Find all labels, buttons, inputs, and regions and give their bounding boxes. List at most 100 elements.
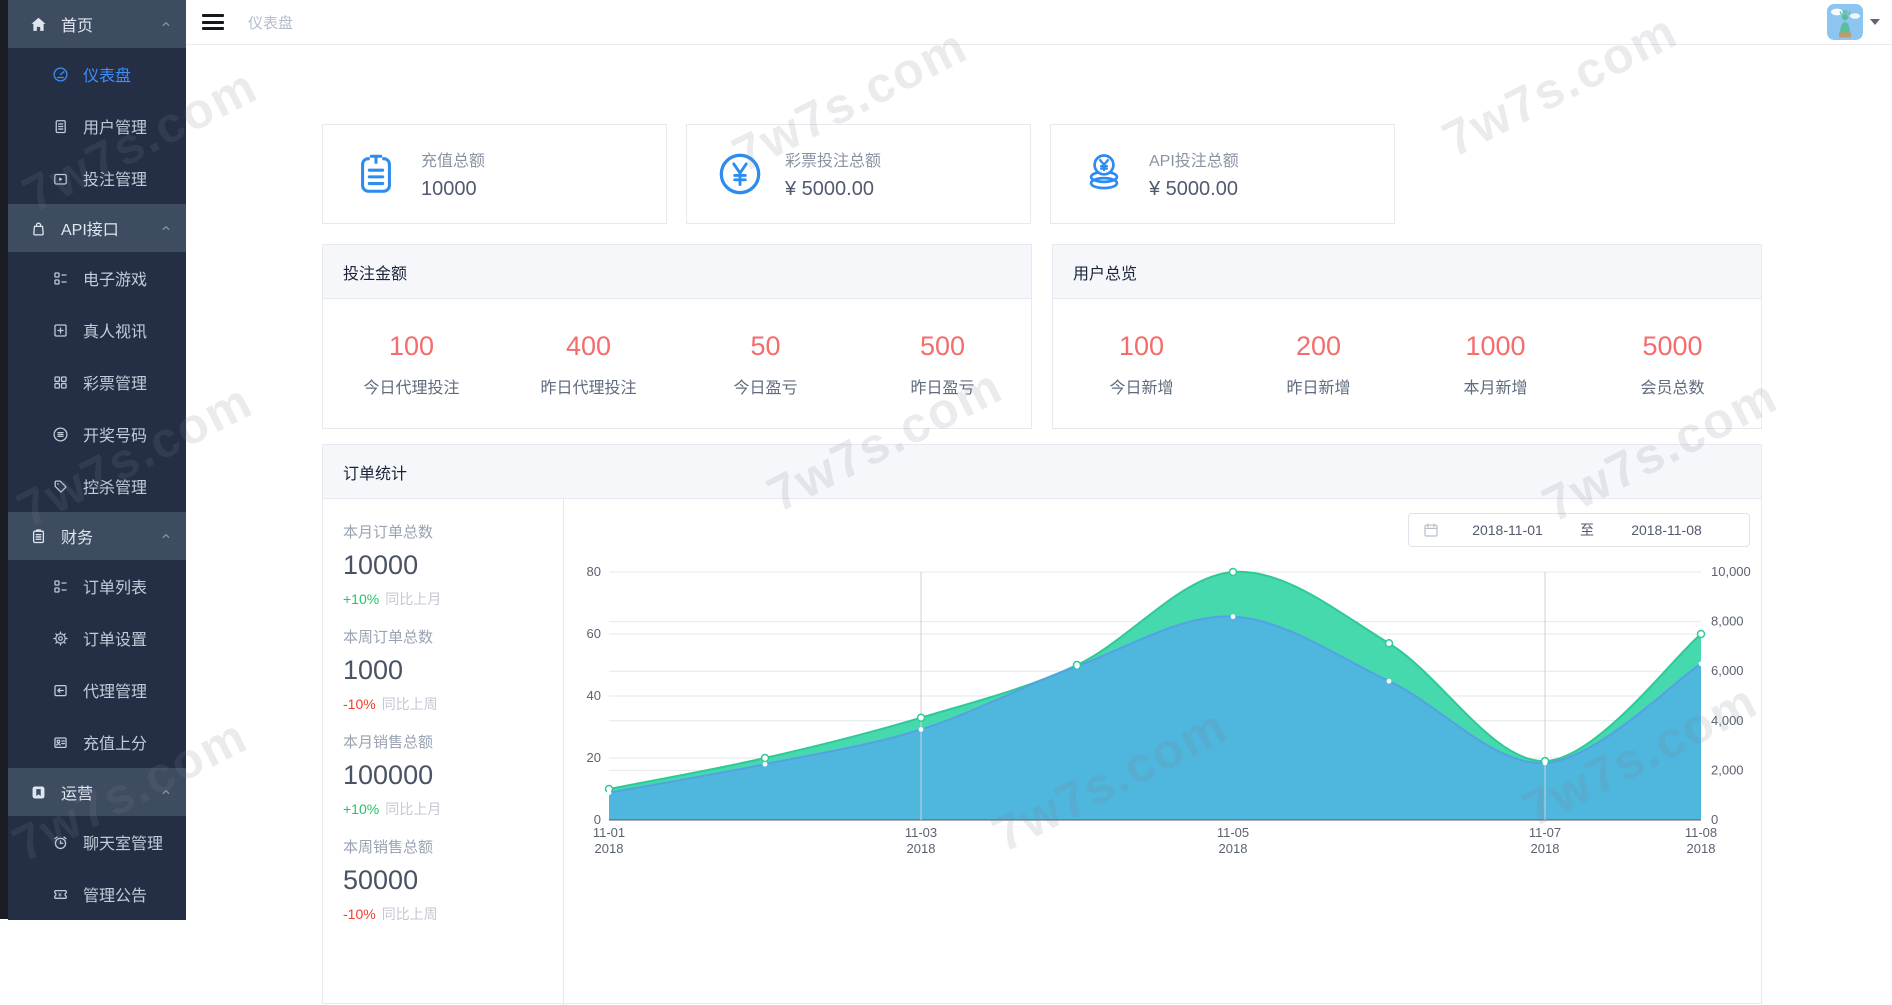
summary-vs: 同比上周 — [381, 696, 438, 712]
sidebar: 首页 仪表盘 用户管理 投注管理 — [0, 0, 186, 920]
order-chart-svg: 0 20 40 60 80 0 2,000 4,000 6,000 8,000 10,000 11-0… — [587, 564, 1751, 856]
panel-order-statistics: 订单统计 本月订单总数 10000 +10% 同比上月 本周订单总数 1000 -… — [322, 444, 1763, 1005]
coins-icon — [1081, 151, 1127, 197]
stat-new-month: 1000 本月新增 — [1407, 331, 1584, 398]
sidebar-item-label: 彩票管理 — [83, 376, 148, 393]
clipboard-icon — [28, 528, 48, 545]
play-screen-icon — [50, 170, 70, 187]
user-avatar[interactable] — [1827, 4, 1863, 40]
stat-yesterday-agent-bet: 400 昨日代理投注 — [500, 331, 677, 398]
sidebar-group-operations[interactable]: 运营 — [8, 768, 186, 816]
summary-value: 1000 — [343, 655, 404, 685]
sidebar-item-label: 仪表盘 — [83, 68, 132, 85]
svg-text:11-05: 11-05 — [1217, 825, 1249, 840]
list-form-icon — [50, 578, 70, 595]
summary-vs: 同比上周 — [381, 906, 438, 922]
stat-new-yesterday: 200 昨日新增 — [1230, 331, 1407, 398]
date-range-start[interactable]: 2018-11-01 — [1472, 522, 1543, 538]
svg-text:2018: 2018 — [1531, 841, 1560, 856]
card-api-bet-total: API投注总额 ¥ 5000.00 — [1050, 124, 1395, 224]
svg-text:40: 40 — [587, 688, 601, 703]
summary-vs: 同比上月 — [385, 801, 442, 817]
stat-value: 1000 — [1465, 330, 1526, 361]
date-range-separator: 至 — [1580, 522, 1594, 538]
sidebar-item-label: 充值上分 — [83, 736, 148, 753]
svg-text:¥: ¥ — [58, 891, 62, 898]
stat-label: 今日盈亏 — [733, 379, 798, 397]
sidebar-item-label: 开奖号码 — [83, 428, 148, 445]
card-value: 10000 — [421, 178, 477, 200]
stat-today-agent-bet: 100 今日代理投注 — [323, 331, 500, 398]
sidebar-item-bet-management[interactable]: 投注管理 — [8, 152, 186, 204]
bag-icon — [28, 220, 48, 237]
sidebar-group-api[interactable]: API接口 — [8, 204, 186, 252]
yen-circle-icon — [717, 151, 763, 197]
sidebar-group-home[interactable]: 首页 — [8, 0, 186, 48]
summary-change: -10% — [343, 696, 376, 712]
sidebar-item-kill-control[interactable]: 控杀管理 — [8, 460, 186, 512]
sidebar-item-order-list[interactable]: 订单列表 — [8, 560, 186, 612]
sidebar-item-lottery-management[interactable]: 彩票管理 — [8, 356, 186, 408]
stat-value: 5000 — [1642, 330, 1703, 361]
svg-text:80: 80 — [587, 564, 601, 579]
sidebar-rail — [0, 0, 8, 919]
sidebar-item-agent-management[interactable]: 代理管理 — [8, 664, 186, 716]
chevron-down-icon[interactable] — [1870, 19, 1880, 25]
order-chart: 0 20 40 60 80 0 2,000 4,000 6,000 8,000 10,000 11-0… — [563, 560, 1763, 860]
svg-text:11-03: 11-03 — [905, 825, 937, 840]
stat-total-members: 5000 会员总数 — [1584, 331, 1761, 398]
sidebar-item-recharge[interactable]: 充值上分 — [8, 716, 186, 768]
date-range-end[interactable]: 2018-11-08 — [1631, 522, 1702, 538]
stat-value: 500 — [919, 330, 966, 361]
svg-text:11-08: 11-08 — [1685, 825, 1717, 840]
hamburger-menu-icon[interactable] — [202, 14, 224, 30]
card-lottery-bet-total: 彩票投注总额 ¥ 5000.00 — [686, 124, 1031, 224]
summary-month-sales: 本月销售总额 100000 +10% 同比上月 — [343, 731, 563, 819]
sidebar-item-label: 订单列表 — [83, 580, 148, 597]
panel-user-overview: 用户总览 100 今日新增 200 昨日新增 1000 本月新增 5000 会员… — [1052, 244, 1762, 429]
stat-label: 昨日盈亏 — [910, 379, 975, 397]
summary-value: 100000 — [343, 760, 434, 790]
summary-label: 本月销售总额 — [343, 734, 434, 751]
summary-value: 10000 — [343, 550, 419, 580]
summary-change: -10% — [343, 906, 376, 922]
sidebar-item-electronic-games[interactable]: 电子游戏 — [8, 252, 186, 304]
sidebar-item-draw-numbers[interactable]: 开奖号码 — [8, 408, 186, 460]
stat-label: 本月新增 — [1463, 379, 1528, 397]
svg-text:0: 0 — [594, 812, 601, 827]
stat-label: 今日新增 — [1109, 379, 1174, 397]
sidebar-item-order-settings[interactable]: 订单设置 — [8, 612, 186, 664]
sidebar-item-label: 代理管理 — [83, 684, 148, 701]
sidebar-item-label: 投注管理 — [83, 172, 148, 189]
svg-text:2018: 2018 — [1219, 841, 1248, 856]
stat-value: 400 — [565, 330, 612, 361]
sidebar-item-live-video[interactable]: 真人视讯 — [8, 304, 186, 356]
clipboard-lines-icon — [353, 151, 399, 197]
sidebar-item-label: 电子游戏 — [83, 272, 148, 289]
svg-text:20: 20 — [587, 750, 601, 765]
stat-value: 100 — [388, 330, 435, 361]
sidebar-item-announcements[interactable]: ¥ 管理公告 — [8, 868, 186, 920]
date-range-picker[interactable]: 2018-11-01 至 2018-11-08 — [1408, 513, 1750, 547]
page-title: 仪表盘 — [248, 14, 294, 32]
sidebar-item-dashboard[interactable]: 仪表盘 — [8, 48, 186, 100]
sidebar-item-user-management[interactable]: 用户管理 — [8, 100, 186, 152]
topbar: 仪表盘 — [186, 0, 1892, 45]
sidebar-group-label: 财务 — [61, 530, 94, 547]
summary-month-orders: 本月订单总数 10000 +10% 同比上月 — [343, 521, 563, 609]
chevron-up-icon — [160, 18, 172, 30]
calendar-icon — [1423, 522, 1439, 538]
gear-icon — [50, 630, 70, 647]
svg-text:10,000: 10,000 — [1711, 564, 1751, 579]
sidebar-item-chatroom-management[interactable]: 聊天室管理 — [8, 816, 186, 868]
stat-yesterday-profit: 500 昨日盈亏 — [854, 331, 1031, 398]
ticket-icon: ¥ — [50, 886, 70, 903]
stat-today-profit: 50 今日盈亏 — [677, 331, 854, 398]
svg-text:60: 60 — [587, 626, 601, 641]
circle-list-icon — [50, 426, 70, 443]
stat-label: 会员总数 — [1640, 379, 1705, 397]
sidebar-item-label: 聊天室管理 — [83, 836, 164, 853]
home-icon — [28, 16, 48, 33]
sidebar-group-finance[interactable]: 财务 — [8, 512, 186, 560]
order-summary-column: 本月订单总数 10000 +10% 同比上月 本周订单总数 1000 -10% 同比… — [323, 499, 564, 1005]
